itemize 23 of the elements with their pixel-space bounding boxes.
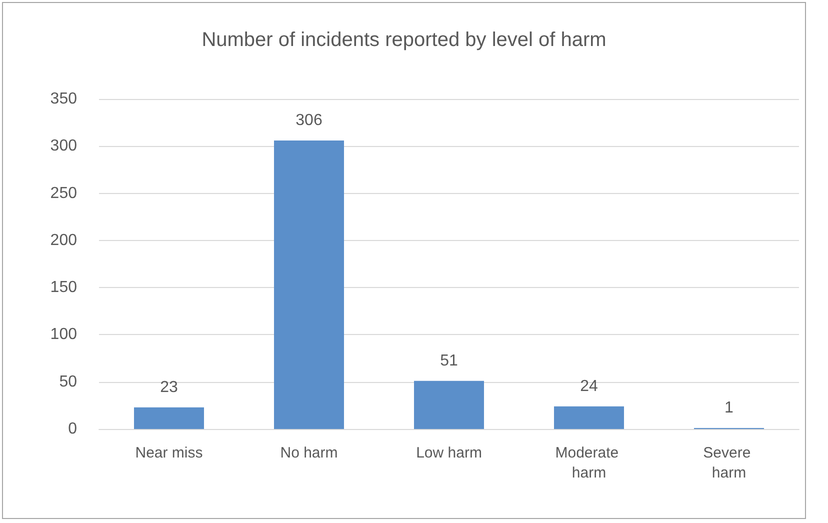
data-label: 306 — [296, 112, 322, 129]
data-label: 24 — [580, 378, 598, 395]
y-tick-label: 300 — [50, 138, 78, 155]
bar — [414, 380, 484, 429]
x-tick-label: Moderate harm — [555, 444, 623, 482]
bar — [274, 140, 344, 429]
data-label: 51 — [440, 352, 458, 370]
data-label: 1 — [724, 400, 734, 417]
y-tick-label: 50 — [59, 373, 78, 390]
y-tick-label: 250 — [50, 184, 78, 202]
y-tick-label: 350 — [50, 90, 78, 108]
y-tick-label: 200 — [50, 232, 78, 249]
y-tick-label: 0 — [68, 420, 78, 438]
y-tick-label: 100 — [50, 326, 78, 344]
data-label: 23 — [160, 378, 178, 396]
x-tick-label: Severe harm — [703, 444, 755, 482]
chart-title: Number of incidents reported by level of harm — [202, 29, 606, 51]
y-tick-label: 150 — [50, 279, 78, 296]
x-tick-label: No harm — [280, 444, 338, 462]
bar — [554, 406, 624, 429]
x-tick-label: Near miss — [135, 444, 203, 462]
bar — [134, 407, 204, 429]
x-tick-label: Low harm — [416, 444, 482, 462]
